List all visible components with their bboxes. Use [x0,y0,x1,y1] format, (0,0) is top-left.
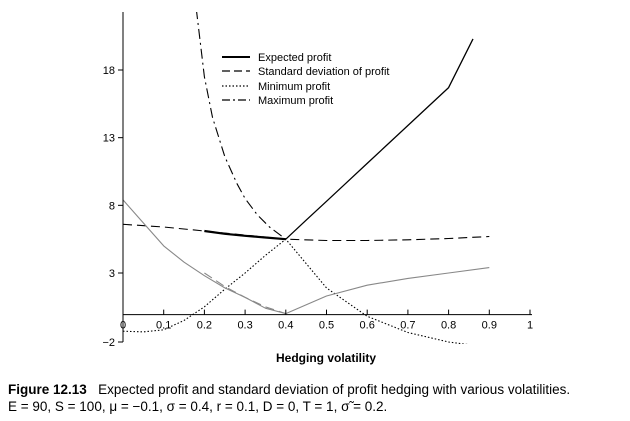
x-tick-label: 0.9 [482,320,497,332]
figure-caption: Figure 12.13 Expected profit and standar… [8,381,626,415]
x-tick-label: 0.1 [156,320,171,332]
series-line-3 [122,238,468,344]
legend: Expected profit Standard deviation of pro… [222,52,389,107]
caption-label: Figure 12.13 [8,382,87,397]
chart: −2 3 8 13 18 0 0.1 0.2 0.3 0.4 0.5 0.6 0.7 0.8 0.9 1 Ex… [102,12,533,365]
x-tick-label: 0.8 [441,320,456,332]
caption-params: E = 90, S = 100, μ = −0.1, σ = 0.4, r = … [8,399,388,414]
series-line-4 [196,12,287,240]
x-tick-label: 0.5 [319,320,334,332]
y-tick-label: −2 [102,337,115,349]
expected-profit-emphasis [204,229,286,241]
series-line-2 [122,223,490,242]
y-tick-label: 3 [109,268,115,280]
x-tick-label: 0 [120,320,126,332]
series-line-6 [204,272,286,315]
x-tick-label: 1 [527,320,533,332]
x-tick-label: 0.6 [360,320,375,332]
x-tick-label: 0.7 [400,320,415,332]
x-tick-label: 0.4 [278,320,293,332]
y-tick-label: 18 [103,65,115,77]
legend-label: Maximum profit [258,95,333,107]
legend-label: Expected profit [258,52,331,64]
series-line-5 [122,199,490,315]
y-tick-label: 13 [103,133,115,145]
caption-text: Expected profit and standard deviation o… [98,382,571,397]
y-tick-label: 8 [109,200,115,212]
x-tick-label: 0.2 [197,320,212,332]
plot-area [122,12,490,344]
legend-label: Standard deviation of profit [258,66,389,78]
legend-label: Minimum profit [258,81,330,93]
axes: −2 3 8 13 18 0 0.1 0.2 0.3 0.4 0.5 0.6 0.7 0.8 0.9 1 [102,12,533,349]
x-tick-label: 0.3 [237,320,252,332]
x-axis-title: Hedging volatility [276,351,376,365]
